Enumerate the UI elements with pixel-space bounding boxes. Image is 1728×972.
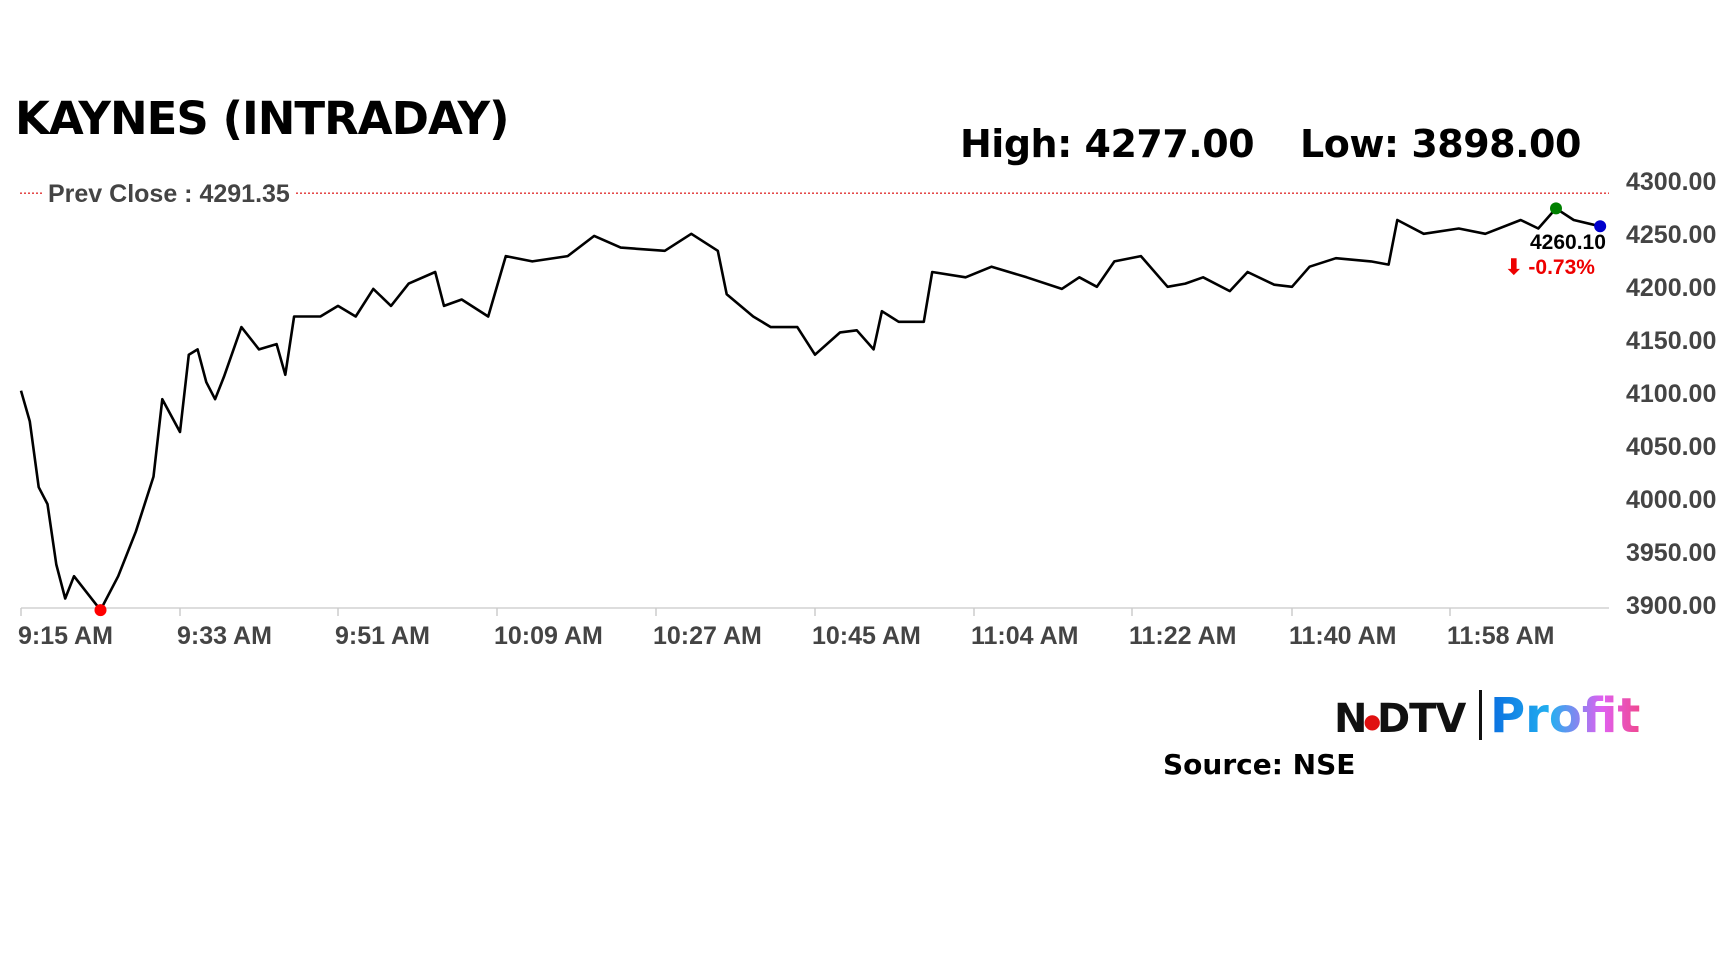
y-tick-label: 3950.00 <box>1626 539 1717 567</box>
ndtv-logo: N●DTV <box>1334 696 1466 742</box>
y-tick-label: 4300.00 <box>1626 168 1717 196</box>
y-tick-label: 4000.00 <box>1626 486 1717 514</box>
x-tick-label: 11:22 AM <box>1129 622 1237 650</box>
prev-close-label: Prev Close : 4291.35 <box>44 180 294 209</box>
last-price-marker <box>1594 220 1607 233</box>
source-label: Source: NSE <box>1163 748 1356 781</box>
x-tick-label: 9:15 AM <box>18 622 113 650</box>
last-price-label: 4260.10 <box>1530 231 1606 254</box>
chart-title: KAYNES (INTRADAY) <box>15 92 510 145</box>
x-tick-label: 9:33 AM <box>177 622 272 650</box>
x-tick-label: 11:04 AM <box>971 622 1079 650</box>
x-tick-label: 10:27 AM <box>653 622 762 650</box>
y-tick-label: 4050.00 <box>1626 433 1717 461</box>
change-label: ⬇ -0.73% <box>1505 256 1595 279</box>
high-label: High: 4277.00 <box>960 122 1255 166</box>
y-tick-label: 4200.00 <box>1626 274 1717 302</box>
y-tick-label: 4100.00 <box>1626 380 1717 408</box>
x-tick-label: 9:51 AM <box>335 622 430 650</box>
logo-divider <box>1479 690 1482 740</box>
y-tick-label: 4250.00 <box>1626 221 1717 249</box>
high-marker <box>1550 202 1562 215</box>
low-label: Low: 3898.00 <box>1300 122 1581 166</box>
x-tick-label: 11:58 AM <box>1447 622 1555 650</box>
x-tick-label: 11:40 AM <box>1289 622 1397 650</box>
low-marker <box>94 604 107 617</box>
x-tick-label: 10:45 AM <box>812 622 921 650</box>
price-line <box>19 207 1601 612</box>
profit-logo: Profit <box>1490 688 1641 744</box>
y-tick-label: 4150.00 <box>1626 327 1717 355</box>
y-tick-label: 3900.00 <box>1626 592 1717 620</box>
x-tick-label: 10:09 AM <box>494 622 603 650</box>
